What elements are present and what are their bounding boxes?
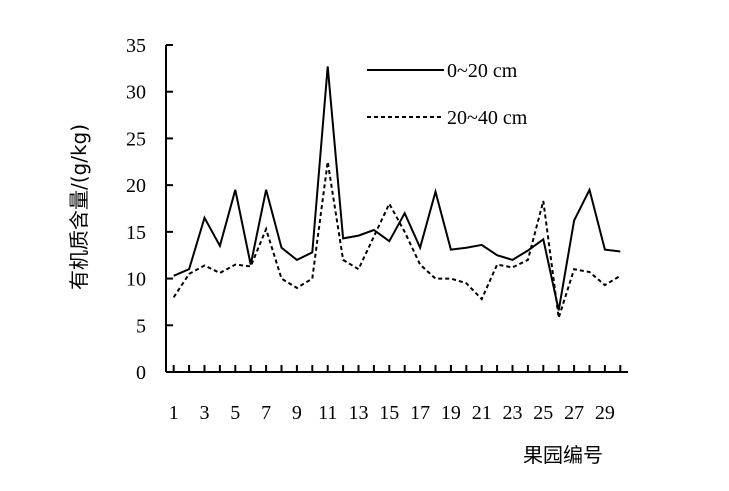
legend-label-1: 0~20 cm — [447, 60, 518, 82]
x-tick-label-25: 25 — [533, 402, 553, 424]
legend-label-2: 20~40 cm — [447, 107, 528, 129]
y-tick-label-15: 15 — [126, 222, 146, 244]
x-tick-label-23: 23 — [503, 402, 523, 424]
x-tick-label-7: 7 — [261, 402, 271, 424]
y-tick-label-20: 20 — [126, 175, 146, 197]
x-tick-label-5: 5 — [230, 402, 240, 424]
x-tick-labels: 1 3 5 7 9 11 13 15 17 19 21 23 25 27 29 — [169, 402, 615, 424]
y-tick-label-5: 5 — [136, 315, 146, 337]
legend: 0~20 cm 20~40 cm — [367, 60, 528, 129]
x-tick-label-19: 19 — [441, 402, 461, 424]
axes — [165, 45, 628, 373]
x-tick-label-27: 27 — [564, 402, 584, 424]
x-tick-label-13: 13 — [349, 402, 369, 424]
x-tick-label-29: 29 — [595, 402, 615, 424]
y-tick-label-35: 35 — [126, 35, 146, 57]
x-tick-label-9: 9 — [292, 402, 302, 424]
y-tick-label-0: 0 — [136, 362, 146, 384]
x-tick-label-1: 1 — [169, 402, 179, 424]
y-tick-label-25: 25 — [126, 128, 146, 150]
series-line-2 — [172, 161, 621, 319]
x-tick-label-11: 11 — [318, 402, 337, 424]
x-axis-label: 果园编号 — [523, 443, 603, 467]
y-tick-label-10: 10 — [126, 269, 146, 291]
tick-marks — [166, 44, 622, 373]
x-tick-label-3: 3 — [200, 402, 210, 424]
y-axis-label: 有机质含量/(g/kg) — [67, 124, 91, 290]
x-tick-label-17: 17 — [410, 402, 430, 424]
y-tick-labels: 0 5 10 15 20 25 30 35 — [126, 35, 146, 384]
series-line-1 — [173, 66, 621, 311]
series-layer — [172, 66, 621, 319]
y-tick-label-30: 30 — [126, 82, 146, 104]
x-tick-label-15: 15 — [379, 402, 399, 424]
x-tick-label-21: 21 — [472, 402, 492, 424]
